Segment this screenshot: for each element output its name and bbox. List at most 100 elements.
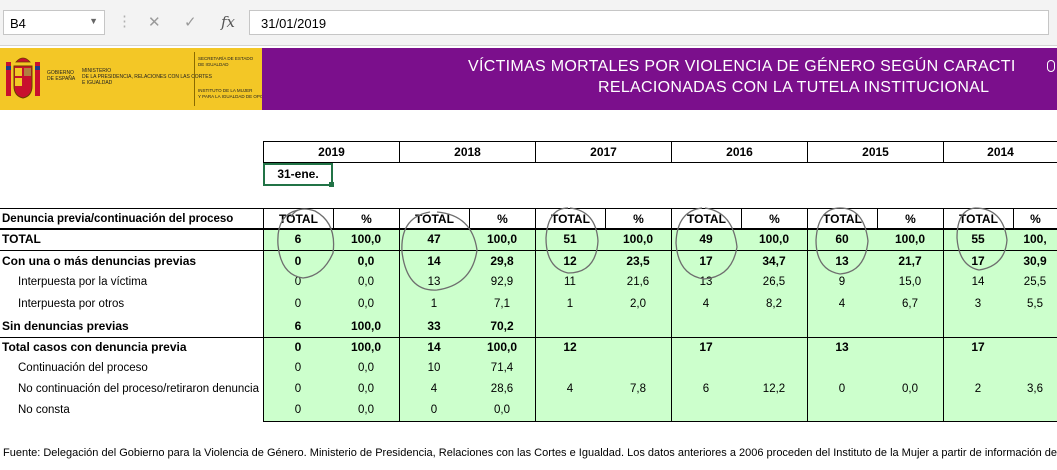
name-box[interactable]: B4 ▼ (3, 10, 105, 35)
data-cell[interactable]: 0 (263, 358, 333, 379)
column-header-total[interactable]: TOTAL (807, 208, 878, 229)
data-cell[interactable] (943, 400, 1013, 421)
data-cell[interactable]: 17 (943, 337, 1013, 358)
data-cell[interactable]: 2,0 (605, 293, 671, 315)
data-cell[interactable]: 100,0 (333, 337, 399, 358)
data-cell[interactable] (943, 358, 1013, 379)
data-cell[interactable]: 21,7 (877, 250, 943, 272)
data-cell[interactable] (943, 315, 1013, 337)
data-cell[interactable] (671, 358, 741, 379)
data-cell[interactable]: 12 (535, 250, 605, 272)
cancel-icon[interactable]: ✕ (148, 14, 161, 31)
data-cell[interactable]: 13 (807, 337, 877, 358)
column-header-percent[interactable]: % (605, 208, 672, 229)
data-cell[interactable] (671, 315, 741, 337)
data-cell[interactable]: 4 (671, 293, 741, 315)
column-header-percent[interactable]: % (877, 208, 944, 229)
data-cell[interactable]: 0 (263, 379, 333, 400)
chevron-down-icon[interactable]: ▼ (89, 16, 98, 26)
data-cell[interactable]: 6,7 (877, 293, 943, 315)
column-header-total[interactable]: TOTAL (535, 208, 606, 229)
year-header[interactable]: 2017 (535, 141, 672, 163)
data-cell[interactable] (605, 400, 671, 421)
selected-cell[interactable]: 31-ene. (263, 163, 333, 186)
data-cell[interactable]: 26,5 (741, 272, 807, 293)
data-cell[interactable]: 0 (399, 400, 469, 421)
data-cell[interactable]: 15,0 (877, 272, 943, 293)
data-cell[interactable]: 100,0 (469, 337, 535, 358)
data-cell[interactable]: 100, (1013, 229, 1057, 250)
data-cell[interactable]: 9 (807, 272, 877, 293)
year-header[interactable]: 2018 (399, 141, 536, 163)
data-cell[interactable]: 4 (399, 379, 469, 400)
data-cell[interactable]: 21,6 (605, 272, 671, 293)
data-cell[interactable] (605, 337, 671, 358)
data-cell[interactable]: 12,2 (741, 379, 807, 400)
data-cell[interactable]: 47 (399, 229, 469, 250)
data-cell[interactable]: 1 (399, 293, 469, 315)
data-cell[interactable] (535, 315, 605, 337)
formula-input[interactable]: 31/01/2019 (249, 10, 1049, 35)
function-icon[interactable]: fx (221, 13, 236, 31)
column-header-percent[interactable]: % (333, 208, 400, 229)
data-cell[interactable] (807, 358, 877, 379)
data-cell[interactable] (877, 400, 943, 421)
column-header-percent[interactable]: % (741, 208, 808, 229)
data-cell[interactable] (1013, 400, 1057, 421)
data-cell[interactable]: 29,8 (469, 250, 535, 272)
data-cell[interactable]: 100,0 (741, 229, 807, 250)
data-cell[interactable]: 0 (263, 293, 333, 315)
data-cell[interactable]: 17 (943, 250, 1013, 272)
data-cell[interactable]: 0,0 (333, 250, 399, 272)
data-cell[interactable] (1013, 315, 1057, 337)
data-cell[interactable]: 6 (263, 315, 333, 337)
data-cell[interactable] (807, 400, 877, 421)
data-cell[interactable]: 100,0 (605, 229, 671, 250)
data-cell[interactable] (605, 315, 671, 337)
data-cell[interactable]: 0 (807, 379, 877, 400)
year-header[interactable]: 2019 (263, 141, 400, 163)
data-cell[interactable]: 17 (671, 337, 741, 358)
data-cell[interactable] (877, 358, 943, 379)
data-cell[interactable] (741, 337, 807, 358)
data-cell[interactable]: 8,2 (741, 293, 807, 315)
data-cell[interactable]: 33 (399, 315, 469, 337)
data-cell[interactable]: 0 (263, 337, 333, 358)
data-cell[interactable] (877, 315, 943, 337)
data-cell[interactable]: 34,7 (741, 250, 807, 272)
data-cell[interactable]: 13 (807, 250, 877, 272)
data-cell[interactable]: 0 (263, 250, 333, 272)
data-cell[interactable]: 6 (671, 379, 741, 400)
data-cell[interactable]: 100,0 (469, 229, 535, 250)
data-cell[interactable] (671, 400, 741, 421)
column-header-total[interactable]: TOTAL (671, 208, 742, 229)
year-header[interactable]: 2014 (943, 141, 1057, 163)
data-cell[interactable]: 0 (263, 400, 333, 421)
data-cell[interactable]: 0,0 (333, 400, 399, 421)
data-cell[interactable] (1013, 337, 1057, 358)
data-cell[interactable]: 6 (263, 229, 333, 250)
year-header[interactable]: 2016 (671, 141, 808, 163)
data-cell[interactable]: 100,0 (333, 229, 399, 250)
data-cell[interactable]: 49 (671, 229, 741, 250)
scroll-handle[interactable] (1047, 60, 1055, 72)
data-cell[interactable] (741, 315, 807, 337)
data-cell[interactable]: 2 (943, 379, 1013, 400)
data-cell[interactable]: 3,6 (1013, 379, 1057, 400)
column-header-total[interactable]: TOTAL (399, 208, 470, 229)
data-cell[interactable]: 30,9 (1013, 250, 1057, 272)
data-cell[interactable]: 13 (399, 272, 469, 293)
data-cell[interactable]: 7,1 (469, 293, 535, 315)
data-cell[interactable] (1013, 358, 1057, 379)
data-cell[interactable]: 100,0 (877, 229, 943, 250)
data-cell[interactable]: 11 (535, 272, 605, 293)
data-cell[interactable]: 100,0 (333, 315, 399, 337)
data-cell[interactable] (535, 358, 605, 379)
data-cell[interactable]: 0,0 (469, 400, 535, 421)
data-cell[interactable]: 60 (807, 229, 877, 250)
year-header[interactable]: 2015 (807, 141, 944, 163)
enter-icon[interactable]: ✓ (184, 14, 197, 31)
data-cell[interactable]: 4 (807, 293, 877, 315)
data-cell[interactable] (741, 358, 807, 379)
column-header-total[interactable]: TOTAL (943, 208, 1014, 229)
